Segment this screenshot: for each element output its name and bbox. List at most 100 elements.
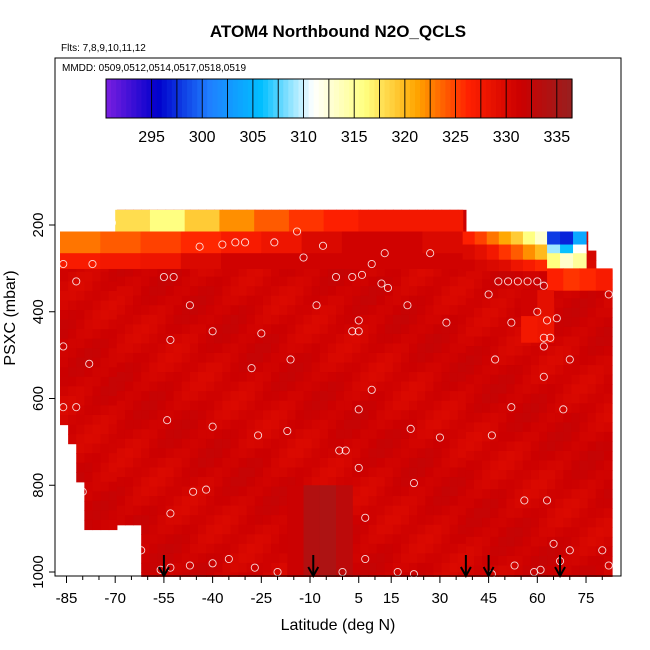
- colorbar-swatch: [207, 79, 213, 118]
- sample-point: [354, 405, 363, 414]
- heatmap-cell: [595, 355, 605, 366]
- heatmap-cell: [474, 460, 483, 471]
- heatmap-cell: [68, 376, 77, 387]
- heatmap-cell: [360, 572, 370, 577]
- heatmap-cell: [482, 307, 491, 318]
- heatmap-cell: [425, 391, 435, 402]
- heatmap-cell: [449, 572, 459, 577]
- heatmap-cell: [571, 508, 581, 519]
- heatmap-cell: [238, 505, 248, 516]
- heatmap-cell: [368, 515, 378, 526]
- heatmap-cell: [457, 553, 467, 564]
- heatmap-cell: [206, 477, 215, 488]
- heatmap-cell: [84, 319, 94, 330]
- sample-point: [208, 327, 217, 336]
- heatmap-cell: [474, 536, 483, 548]
- heatmap-cell: [189, 572, 199, 577]
- heatmap-cell: [173, 438, 183, 449]
- heatmap-cell: [465, 336, 475, 347]
- heatmap-cell: [368, 448, 378, 459]
- heatmap-cell: [425, 381, 435, 392]
- heatmap-cell: [352, 429, 361, 440]
- sample-point: [377, 279, 386, 288]
- heatmap-cell: [141, 562, 150, 574]
- heatmap-cell: [295, 276, 305, 287]
- heatmap-cell: [214, 572, 223, 577]
- heatmap-cell: [60, 300, 69, 311]
- heatmap-cell: [449, 496, 459, 507]
- colorbar-swatch: [192, 79, 198, 118]
- heatmap-cell: [165, 477, 175, 488]
- heatmap-cell: [457, 362, 467, 373]
- heatmap-cell: [108, 319, 118, 330]
- heatmap-cell: [254, 410, 264, 421]
- heatmap-region-cell: [510, 231, 524, 246]
- heatmap-cell: [433, 410, 443, 421]
- heatmap-cell: [214, 419, 223, 430]
- heatmap-cell: [360, 324, 370, 335]
- heatmap-cell: [246, 477, 256, 488]
- heatmap-cell: [563, 517, 573, 528]
- heatmap-cell: [230, 543, 240, 554]
- heatmap-cell: [108, 395, 118, 407]
- heatmap-cell: [465, 279, 475, 290]
- heatmap-cell: [587, 470, 597, 481]
- heatmap-cell: [538, 450, 548, 462]
- heatmap-cell: [417, 534, 426, 545]
- heatmap-cell: [376, 372, 386, 383]
- heatmap-cell: [238, 467, 248, 478]
- heatmap-cell: [595, 346, 605, 357]
- heatmap-cell: [449, 352, 459, 364]
- heatmap-cell: [181, 534, 191, 545]
- dates-label: MMDD: 0509,0512,0514,0517,0518,0519: [62, 63, 246, 74]
- heatmap-cell: [254, 448, 264, 459]
- heatmap-cell: [198, 333, 207, 345]
- heatmap-cell: [68, 338, 77, 349]
- heatmap-cell: [303, 448, 313, 459]
- heatmap-cell: [409, 524, 418, 535]
- sample-point: [504, 277, 513, 286]
- heatmap-cell: [165, 419, 175, 430]
- heatmap-cell: [254, 314, 264, 325]
- heatmap-cell: [425, 543, 435, 554]
- heatmap-cell: [116, 352, 126, 364]
- heatmap-cell: [303, 324, 313, 335]
- colorbar-swatch: [217, 79, 224, 118]
- sample-point: [185, 561, 194, 570]
- heatmap-region-cell: [287, 485, 305, 577]
- heatmap-cell: [490, 517, 499, 528]
- heatmap-cell: [141, 324, 150, 335]
- heatmap-cell: [214, 457, 223, 469]
- heatmap-cell: [198, 362, 207, 373]
- heatmap-cell: [441, 286, 451, 297]
- heatmap-cell: [173, 352, 183, 364]
- heatmap-cell: [579, 450, 589, 462]
- heatmap-cell: [384, 333, 394, 345]
- heatmap-cell: [555, 536, 564, 548]
- heatmap-cell: [108, 329, 118, 340]
- x-tick-label: -40: [202, 590, 224, 607]
- heatmap-cell: [360, 486, 370, 497]
- heatmap-cell: [506, 498, 516, 509]
- heatmap-cell: [457, 438, 467, 449]
- heatmap-cell: [254, 305, 264, 316]
- heatmap-cell: [173, 295, 183, 306]
- heatmap-cell: [530, 527, 540, 538]
- heatmap-cell: [433, 448, 443, 459]
- heatmap-region-cell: [547, 244, 561, 254]
- heatmap-cell: [498, 431, 508, 443]
- heatmap-cell: [271, 324, 280, 335]
- heatmap-cell: [417, 477, 426, 488]
- heatmap-cell: [563, 298, 573, 309]
- heatmap-cell: [133, 314, 142, 325]
- heatmap-cell: [425, 429, 435, 440]
- heatmap-cell: [587, 498, 597, 509]
- heatmap-cell: [327, 381, 337, 392]
- heatmap-cell: [360, 505, 370, 516]
- heatmap-cell: [360, 276, 370, 287]
- heatmap-cell: [149, 505, 159, 516]
- heatmap-cell: [157, 324, 167, 335]
- heatmap-cell: [384, 343, 394, 354]
- heatmap-cell: [173, 477, 183, 488]
- heatmap-cell: [417, 467, 426, 478]
